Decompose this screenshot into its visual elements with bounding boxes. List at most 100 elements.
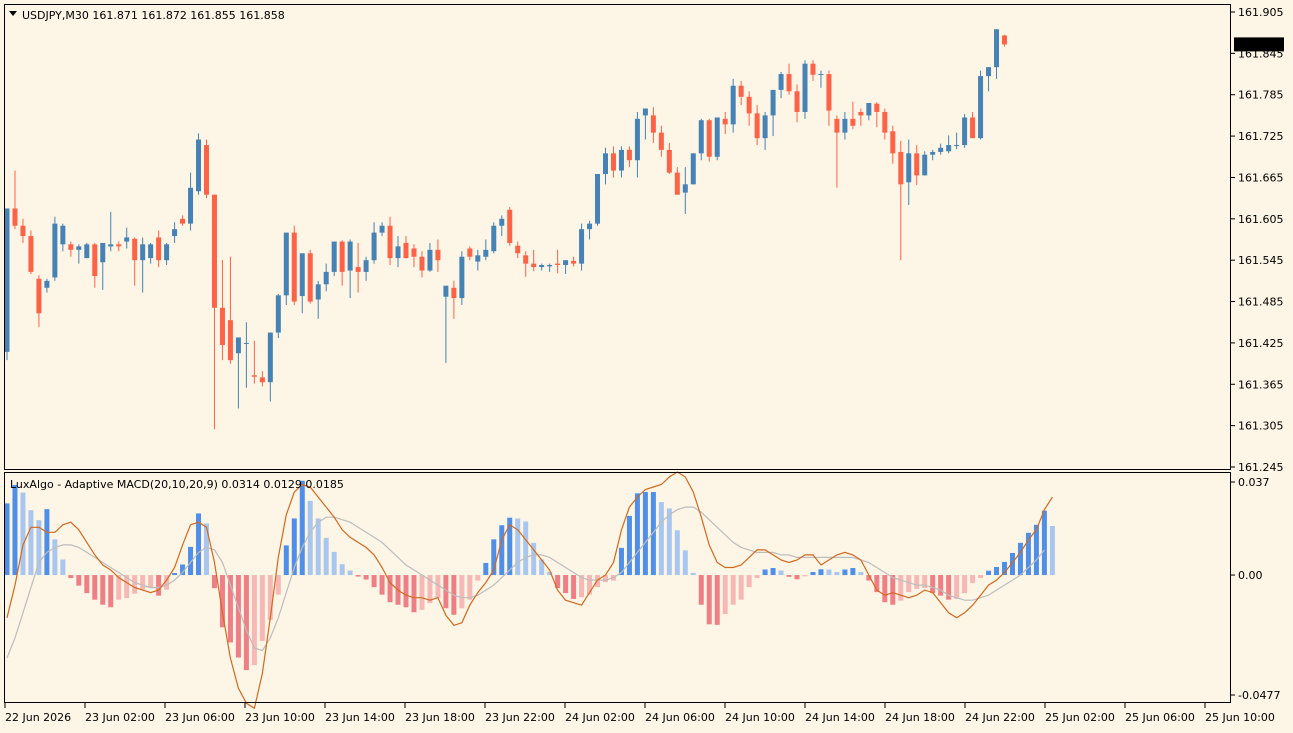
histogram-bar bbox=[84, 575, 90, 594]
candle bbox=[722, 111, 728, 135]
candle-body bbox=[914, 153, 920, 176]
histogram-bar bbox=[1002, 561, 1007, 576]
candle bbox=[211, 194, 217, 430]
candle bbox=[914, 145, 920, 186]
histogram-bar bbox=[1041, 510, 1047, 576]
histogram-bar bbox=[698, 575, 704, 605]
candle bbox=[219, 260, 225, 361]
histogram-bar bbox=[227, 575, 233, 643]
time-axis[interactable]: 22 Jun 2026 23 Jun 02:00 23 Jun 06:00 23 Ju… bbox=[4, 703, 1275, 724]
candle bbox=[124, 227, 130, 249]
histogram-bar bbox=[555, 575, 561, 589]
price-axis[interactable]: 161.905161.845161.785161.725161.665161.6… bbox=[1231, 6, 1284, 474]
candle bbox=[347, 239, 353, 299]
histogram-bar bbox=[1009, 552, 1015, 576]
candle-body bbox=[523, 255, 529, 264]
candle-body bbox=[235, 337, 241, 354]
candle-body bbox=[204, 145, 209, 195]
candle bbox=[698, 118, 704, 161]
candle bbox=[666, 142, 672, 175]
triangle-down-icon[interactable] bbox=[9, 11, 17, 16]
candle-body bbox=[930, 151, 936, 155]
histogram-bar bbox=[443, 575, 449, 609]
histogram-bar bbox=[435, 575, 441, 599]
price-plot[interactable] bbox=[4, 29, 1008, 430]
candle bbox=[962, 114, 968, 148]
candle-body bbox=[642, 108, 648, 116]
histogram-bar bbox=[642, 492, 648, 576]
candle-body bbox=[978, 76, 984, 139]
candle bbox=[339, 240, 345, 286]
candle bbox=[954, 132, 960, 150]
candle bbox=[786, 63, 792, 95]
histogram-bar bbox=[1017, 542, 1023, 576]
candle bbox=[92, 242, 98, 288]
candle bbox=[403, 236, 409, 259]
candle-body bbox=[100, 242, 106, 263]
candle-body bbox=[738, 85, 744, 97]
candle-body bbox=[124, 237, 130, 242]
candle bbox=[204, 139, 209, 199]
candle-body bbox=[938, 147, 944, 152]
candle bbox=[706, 118, 712, 162]
candle bbox=[994, 29, 1000, 79]
histogram-bar bbox=[842, 569, 848, 576]
indicator-axis[interactable]: 0.037 0.00 -0.0477 bbox=[1231, 476, 1280, 702]
histogram-bar bbox=[579, 575, 585, 598]
candle bbox=[563, 260, 569, 274]
histogram-bar bbox=[778, 570, 784, 576]
histogram-bar bbox=[738, 575, 744, 600]
candle bbox=[251, 340, 257, 384]
histogram-bar bbox=[674, 530, 680, 576]
candle bbox=[275, 293, 281, 339]
candle-body bbox=[331, 241, 337, 272]
time-tick-label: 23 Jun 18:00 bbox=[405, 711, 475, 724]
price-tick-label: 161.905 bbox=[1238, 6, 1284, 19]
histogram-bar bbox=[946, 575, 952, 600]
candle-body bbox=[291, 232, 297, 302]
time-tick-label: 23 Jun 22:00 bbox=[485, 711, 555, 724]
candle-body bbox=[299, 253, 305, 297]
candle-body bbox=[132, 238, 138, 261]
candle-body bbox=[994, 29, 1000, 68]
histogram-bar bbox=[411, 575, 417, 613]
histogram-bar bbox=[507, 517, 513, 576]
histogram-bar bbox=[76, 575, 82, 586]
candle bbox=[100, 242, 106, 290]
candle bbox=[411, 244, 417, 268]
candle bbox=[930, 149, 936, 161]
price-tick-label: 161.245 bbox=[1238, 461, 1284, 474]
candle-body bbox=[802, 63, 808, 112]
candle-body bbox=[52, 223, 58, 278]
histogram-bar bbox=[323, 537, 329, 576]
candle bbox=[283, 232, 289, 305]
candle bbox=[890, 125, 896, 164]
histogram-bar bbox=[211, 575, 217, 589]
histogram-bar bbox=[810, 572, 816, 576]
indicator-header: LuxAlgo - Adaptive MACD(20,10,20,9) 0.03… bbox=[10, 478, 344, 491]
candle-body bbox=[116, 244, 122, 247]
candle-body bbox=[259, 377, 265, 383]
candle-body bbox=[283, 232, 289, 296]
candle-body bbox=[227, 320, 233, 361]
candle bbox=[435, 239, 441, 272]
histogram-bar bbox=[770, 568, 776, 576]
candle bbox=[164, 242, 170, 266]
histogram-bar bbox=[706, 575, 712, 625]
indicator-plot[interactable] bbox=[4, 471, 1055, 710]
histogram-bar bbox=[547, 572, 553, 576]
candle-body bbox=[459, 256, 465, 299]
candle-body bbox=[922, 154, 928, 176]
candle-body bbox=[826, 74, 832, 111]
histogram-bar bbox=[603, 575, 608, 583]
time-tick-label: 23 Jun 02:00 bbox=[85, 711, 155, 724]
candle bbox=[475, 249, 481, 271]
candle-body bbox=[626, 149, 632, 161]
histogram-bar bbox=[12, 485, 18, 576]
candle-body bbox=[954, 145, 960, 147]
histogram-bar bbox=[794, 575, 800, 580]
candle bbox=[571, 256, 577, 267]
histogram-bar bbox=[834, 572, 840, 576]
